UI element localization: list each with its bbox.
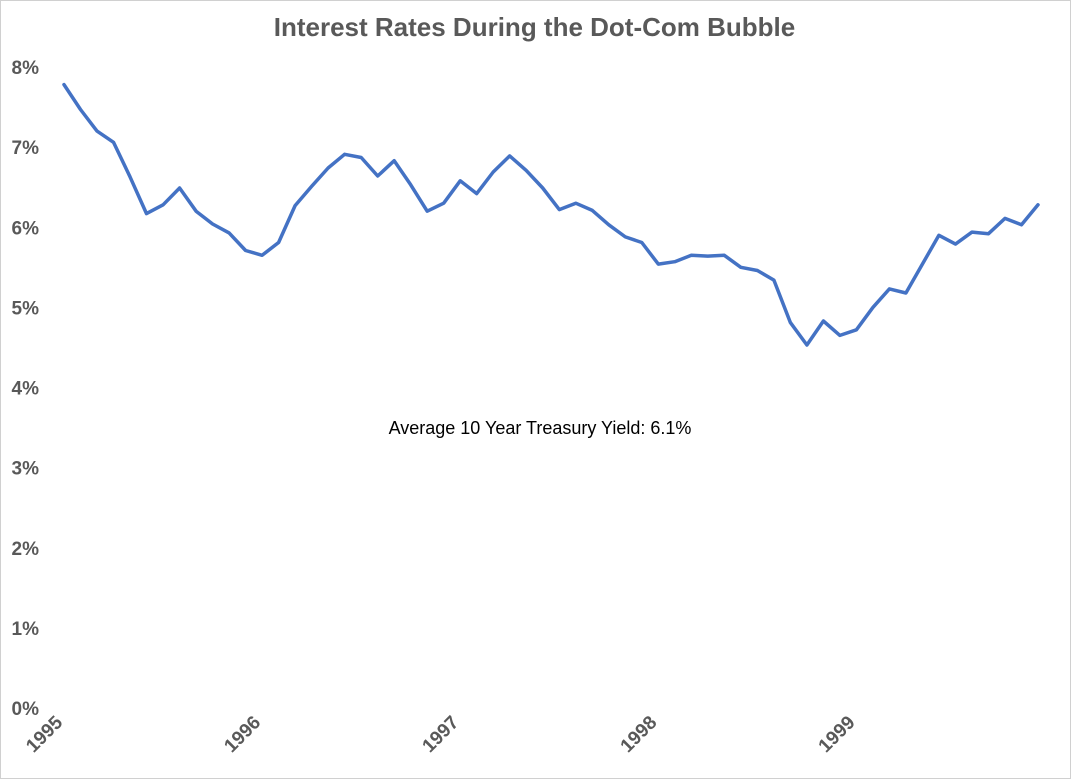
y-tick-label: 2% (12, 539, 40, 560)
y-tick-label: 1% (12, 619, 40, 640)
y-tick-label: 0% (12, 699, 40, 720)
y-tick-label: 5% (12, 298, 40, 319)
x-tick-label: 1997 (419, 712, 464, 757)
series-layer (62, 82, 1040, 347)
yield-series-line (62, 82, 1040, 347)
chart-title: Interest Rates During the Dot-Com Bubble (273, 12, 796, 42)
x-tick-label: 1996 (220, 712, 265, 757)
y-axis: 0% 1% 2% 3% 4% 5% 6% 7% 8% (12, 58, 40, 720)
y-tick-label: 6% (12, 218, 40, 239)
average-yield-annotation: Average 10 Year Treasury Yield: 6.1% (389, 418, 692, 438)
x-tick-label: 1999 (815, 712, 860, 757)
y-tick-label: 8% (12, 58, 40, 79)
x-tick-label: 1998 (617, 712, 662, 757)
y-tick-label: 3% (12, 459, 40, 480)
y-tick-label: 4% (12, 379, 40, 400)
x-axis: 1995 1996 1997 1998 1999 (22, 712, 859, 757)
y-tick-label: 7% (12, 138, 40, 159)
